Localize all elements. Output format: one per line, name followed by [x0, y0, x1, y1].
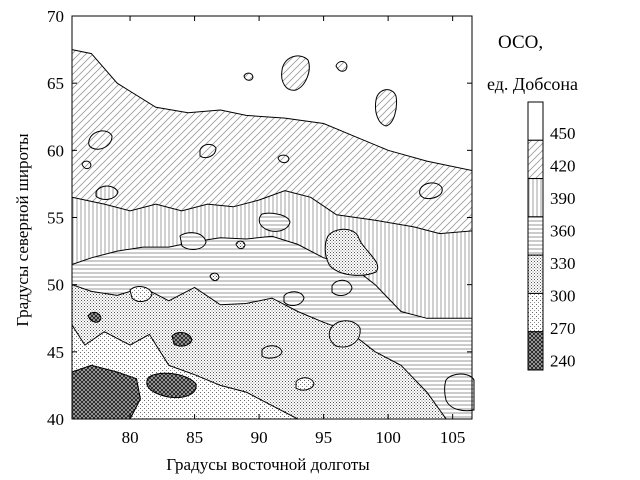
x-tick-label: 90 [251, 428, 268, 447]
x-tick-label: 100 [375, 428, 401, 447]
contour-island [328, 320, 361, 348]
y-tick-label: 50 [47, 276, 64, 295]
contour-island [335, 61, 348, 72]
legend-level-label: 330 [550, 254, 576, 273]
legend-swatch [527, 331, 544, 371]
contour-island [277, 154, 290, 164]
y-tick-label: 70 [47, 7, 64, 26]
legend-swatch [527, 101, 544, 141]
contour-island [88, 130, 113, 150]
contour-island [375, 89, 397, 127]
contour-island [331, 279, 353, 296]
y-tick-label: 55 [47, 209, 64, 228]
contour-island [81, 160, 92, 170]
contour-island [235, 240, 246, 250]
x-axis-title: Градусы восточной долготы [166, 455, 370, 474]
x-tick-label: 80 [122, 428, 139, 447]
contour-island [258, 212, 291, 232]
contour-island [281, 55, 310, 91]
contour-island [199, 143, 217, 159]
contour-island [261, 345, 283, 359]
y-axis-title: Градусы северной широты [13, 133, 32, 327]
contour-island [146, 372, 197, 398]
legend-level-label: 390 [550, 189, 576, 208]
legend-swatch [527, 216, 544, 256]
legend-swatch [527, 139, 544, 180]
contour-island [87, 311, 102, 323]
contour-island [444, 373, 475, 412]
contour-island [129, 286, 153, 302]
legend-level-label: 270 [550, 319, 576, 338]
y-tick-label: 65 [47, 74, 64, 93]
legend-swatch [527, 254, 544, 294]
contour-island [209, 272, 220, 282]
legend-level-label: 420 [550, 157, 576, 176]
legend-level-label: 360 [550, 222, 576, 241]
legend-level-label: 240 [550, 352, 576, 371]
x-tick-label: 95 [315, 428, 332, 447]
contour-island [419, 182, 443, 199]
y-tick-label: 45 [47, 343, 64, 362]
legend-level-label: 450 [550, 124, 576, 143]
contour-island [171, 332, 193, 347]
x-tick-label: 85 [186, 428, 203, 447]
x-tick-label: 105 [440, 428, 466, 447]
contour-island [179, 232, 207, 250]
contour-islands [81, 55, 475, 412]
legend-title-line1: ОСО, [498, 32, 543, 53]
y-tick-label: 60 [47, 141, 64, 160]
legend-color-bar: 450 420 390 360 330 300 270 240 [527, 101, 576, 371]
legend-swatch [527, 178, 544, 218]
contour-island [95, 185, 119, 200]
contour-island [295, 377, 315, 391]
legend-swatch [527, 292, 544, 333]
legend-level-label: 300 [550, 287, 576, 306]
contour-island [243, 72, 254, 81]
y-tick-label: 40 [47, 410, 64, 429]
contour-island [283, 291, 305, 306]
contour-island [324, 228, 379, 276]
axis-ticks: 80 85 90 95 100 105 40 45 50 55 60 65 70 [47, 7, 472, 447]
legend-title-line2: ед. Добсона [487, 74, 578, 94]
